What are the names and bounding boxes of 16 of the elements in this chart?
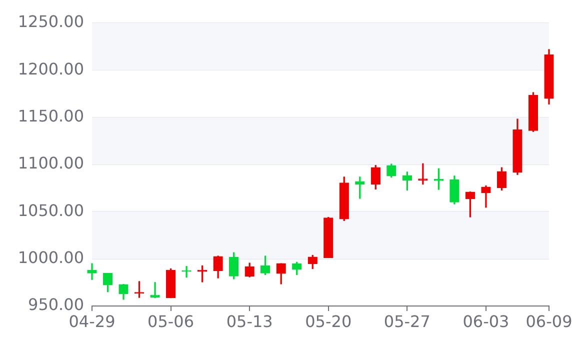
y-tick-label: 1200.00 (18, 59, 84, 78)
y-tick-label: 1050.00 (18, 200, 84, 220)
y-tick-label: 1250.00 (18, 12, 84, 32)
x-tick-label: 05-13 (226, 312, 273, 331)
x-tick-label: 05-20 (305, 312, 352, 331)
x-tick-label: 06-09 (526, 312, 572, 331)
y-tick-label: 1150.00 (18, 106, 84, 126)
candlestick (182, 266, 192, 278)
x-tick-label: 05-27 (384, 312, 430, 331)
x-tick-label: 06-03 (462, 312, 510, 331)
y-tick-label: 950.00 (28, 295, 84, 314)
x-tick-label: 05-06 (148, 312, 194, 331)
y-tick-label: 1100.00 (18, 154, 84, 173)
x-tick-label: 04-29 (68, 312, 116, 331)
y-tick-label: 1000.00 (18, 248, 84, 267)
candlestick (87, 263, 97, 280)
